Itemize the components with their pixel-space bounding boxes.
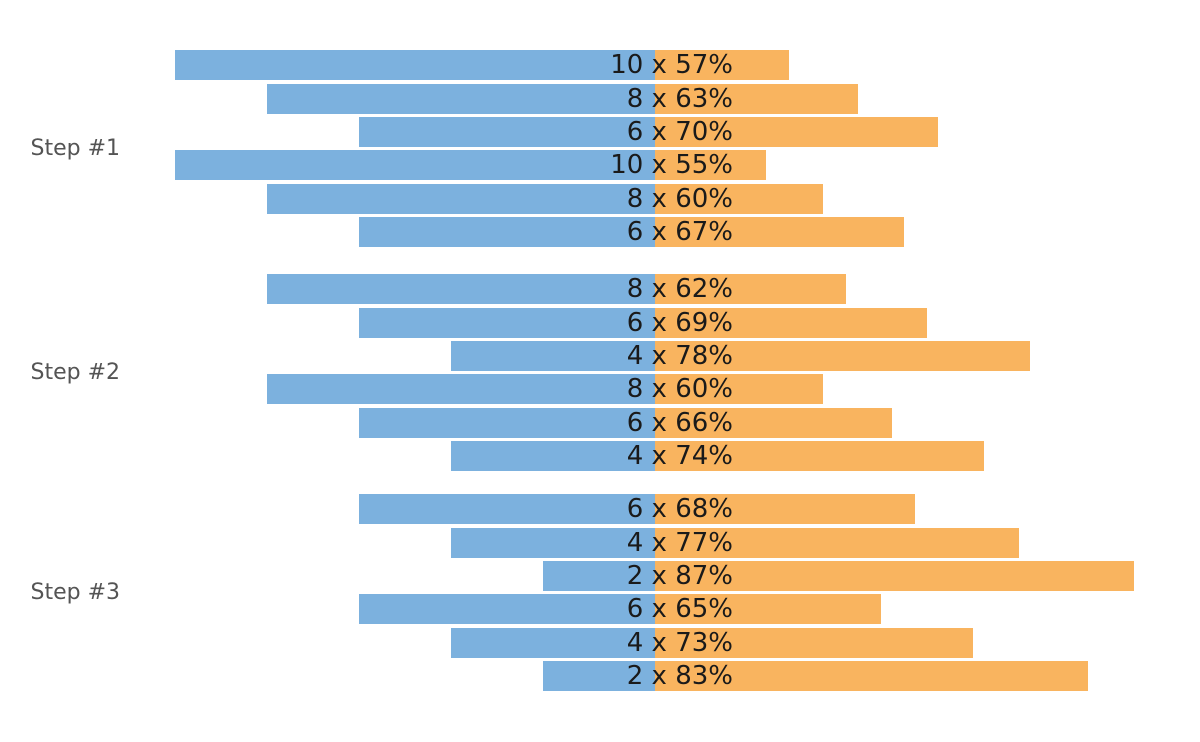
pct-bar bbox=[655, 150, 766, 181]
bar-label: 8 x 60% bbox=[626, 183, 733, 214]
bar-label: 6 x 68% bbox=[626, 494, 733, 525]
count-bar bbox=[267, 183, 655, 214]
bar-label: 4 x 78% bbox=[626, 340, 733, 371]
count-bar bbox=[543, 660, 655, 691]
pct-bar bbox=[655, 407, 893, 438]
count-bar bbox=[359, 407, 655, 438]
count-bar bbox=[359, 494, 655, 525]
pct-bar bbox=[655, 116, 939, 147]
pct-bar bbox=[655, 527, 1019, 558]
count-bar bbox=[359, 307, 655, 338]
pct-bar bbox=[655, 83, 858, 114]
pct-bar bbox=[655, 50, 789, 81]
bar-label: 2 x 87% bbox=[626, 560, 733, 591]
bar-label: 6 x 66% bbox=[626, 407, 733, 438]
count-bar bbox=[267, 274, 655, 305]
group-label: Step #3 bbox=[30, 579, 120, 605]
group-label: Step #2 bbox=[30, 359, 120, 385]
count-bar bbox=[359, 116, 655, 147]
pct-bar bbox=[655, 494, 916, 525]
count-bar bbox=[451, 340, 655, 371]
count-bar bbox=[451, 527, 655, 558]
count-bar bbox=[543, 560, 655, 591]
bar-label: 6 x 67% bbox=[626, 216, 733, 247]
bar-label: 10 x 55% bbox=[610, 150, 733, 181]
bar-label: 6 x 65% bbox=[626, 594, 733, 625]
bar-label: 8 x 63% bbox=[626, 83, 733, 114]
bar-label: 6 x 70% bbox=[626, 116, 733, 147]
bar-label: 4 x 77% bbox=[626, 527, 733, 558]
group-label: Step #1 bbox=[30, 135, 120, 161]
pct-bar bbox=[655, 374, 824, 405]
count-bar bbox=[451, 627, 655, 658]
bar-label: 4 x 74% bbox=[626, 440, 733, 471]
pct-bar bbox=[655, 660, 1088, 691]
pct-bar bbox=[655, 274, 847, 305]
pct-bar bbox=[655, 340, 1031, 371]
count-bar bbox=[175, 50, 655, 81]
count-bar bbox=[451, 440, 655, 471]
count-bar bbox=[267, 374, 655, 405]
pct-bar bbox=[655, 216, 904, 247]
bar-label: 10 x 57% bbox=[610, 50, 733, 81]
bar-label: 4 x 73% bbox=[626, 627, 733, 658]
pct-bar bbox=[655, 183, 824, 214]
pct-bar bbox=[655, 307, 927, 338]
count-bar bbox=[359, 216, 655, 247]
bar-label: 8 x 60% bbox=[626, 374, 733, 405]
pct-bar bbox=[655, 440, 985, 471]
pct-bar bbox=[655, 560, 1134, 591]
pct-bar bbox=[655, 594, 881, 625]
bar-label: 8 x 62% bbox=[626, 274, 733, 305]
count-bar bbox=[267, 83, 655, 114]
bar-label: 6 x 69% bbox=[626, 307, 733, 338]
count-bar bbox=[359, 594, 655, 625]
pct-bar bbox=[655, 627, 973, 658]
bar-label: 2 x 83% bbox=[626, 660, 733, 691]
count-bar bbox=[175, 150, 655, 181]
